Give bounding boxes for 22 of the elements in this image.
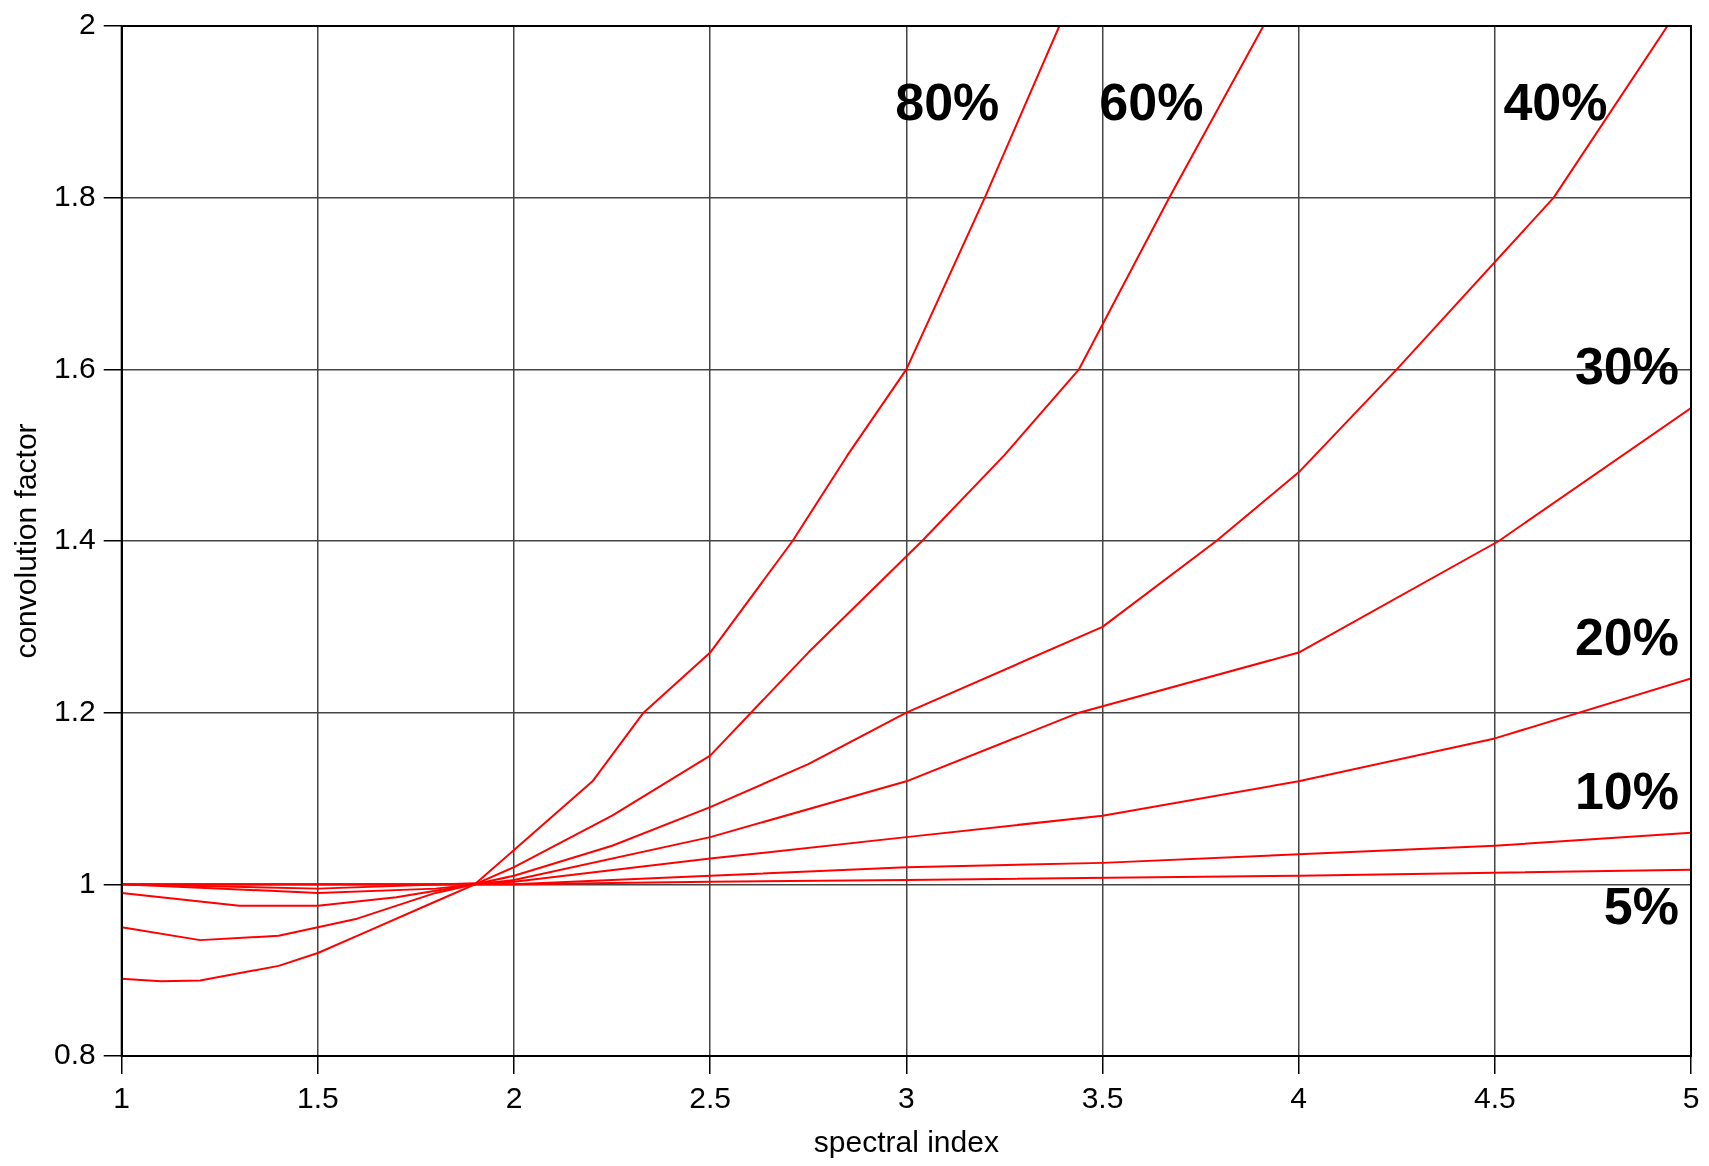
x-tick-label: 2 xyxy=(505,1081,523,1115)
x-tick-label: 2.5 xyxy=(689,1081,732,1115)
x-tick-label: 4.5 xyxy=(1473,1081,1516,1115)
y-axis-title: convolution factor xyxy=(9,423,43,659)
y-tick-label: 0.8 xyxy=(53,1037,96,1071)
x-axis-title: spectral index xyxy=(813,1125,999,1159)
series-label: 20% xyxy=(1574,607,1679,666)
y-tick-label: 1.2 xyxy=(53,693,96,727)
series-label: 40% xyxy=(1503,73,1608,132)
x-tick-label: 5 xyxy=(1682,1081,1700,1115)
x-tick-label: 3.5 xyxy=(1081,1081,1124,1115)
x-tick-label: 1.5 xyxy=(297,1081,339,1115)
y-tick-label: 1.8 xyxy=(53,178,96,212)
y-tick-label: 1 xyxy=(79,865,96,899)
y-tick-label: 2 xyxy=(79,7,96,41)
y-tick-label: 1.4 xyxy=(53,522,96,556)
x-tick-label: 1 xyxy=(113,1081,131,1115)
y-tick-label: 1.6 xyxy=(53,350,96,384)
x-tick-label: 3 xyxy=(898,1081,915,1115)
series-label: 10% xyxy=(1574,762,1679,821)
series-label: 5% xyxy=(1603,877,1679,936)
x-tick-label: 4 xyxy=(1290,1081,1308,1115)
